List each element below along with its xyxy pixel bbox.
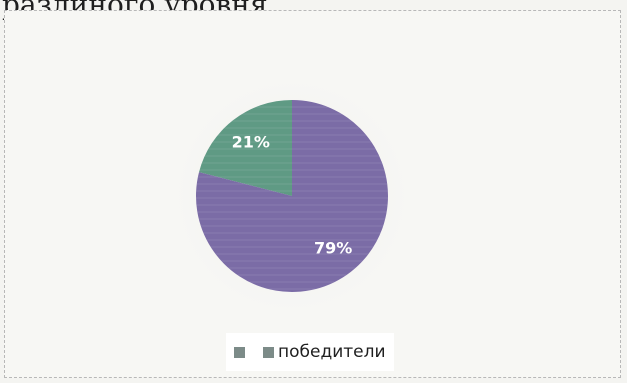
legend-label-2: победители	[278, 342, 386, 362]
pie-slice-1	[199, 100, 292, 196]
legend-swatch-2	[263, 346, 274, 358]
legend: победители	[226, 333, 394, 371]
legend-swatch-1	[234, 346, 245, 358]
slice-label-2: 79%	[314, 239, 352, 258]
legend-item-2: победители	[263, 342, 386, 362]
legend-item-1	[234, 346, 249, 358]
slice-label-1: 21%	[232, 132, 270, 151]
pie-slice-2	[196, 100, 388, 292]
